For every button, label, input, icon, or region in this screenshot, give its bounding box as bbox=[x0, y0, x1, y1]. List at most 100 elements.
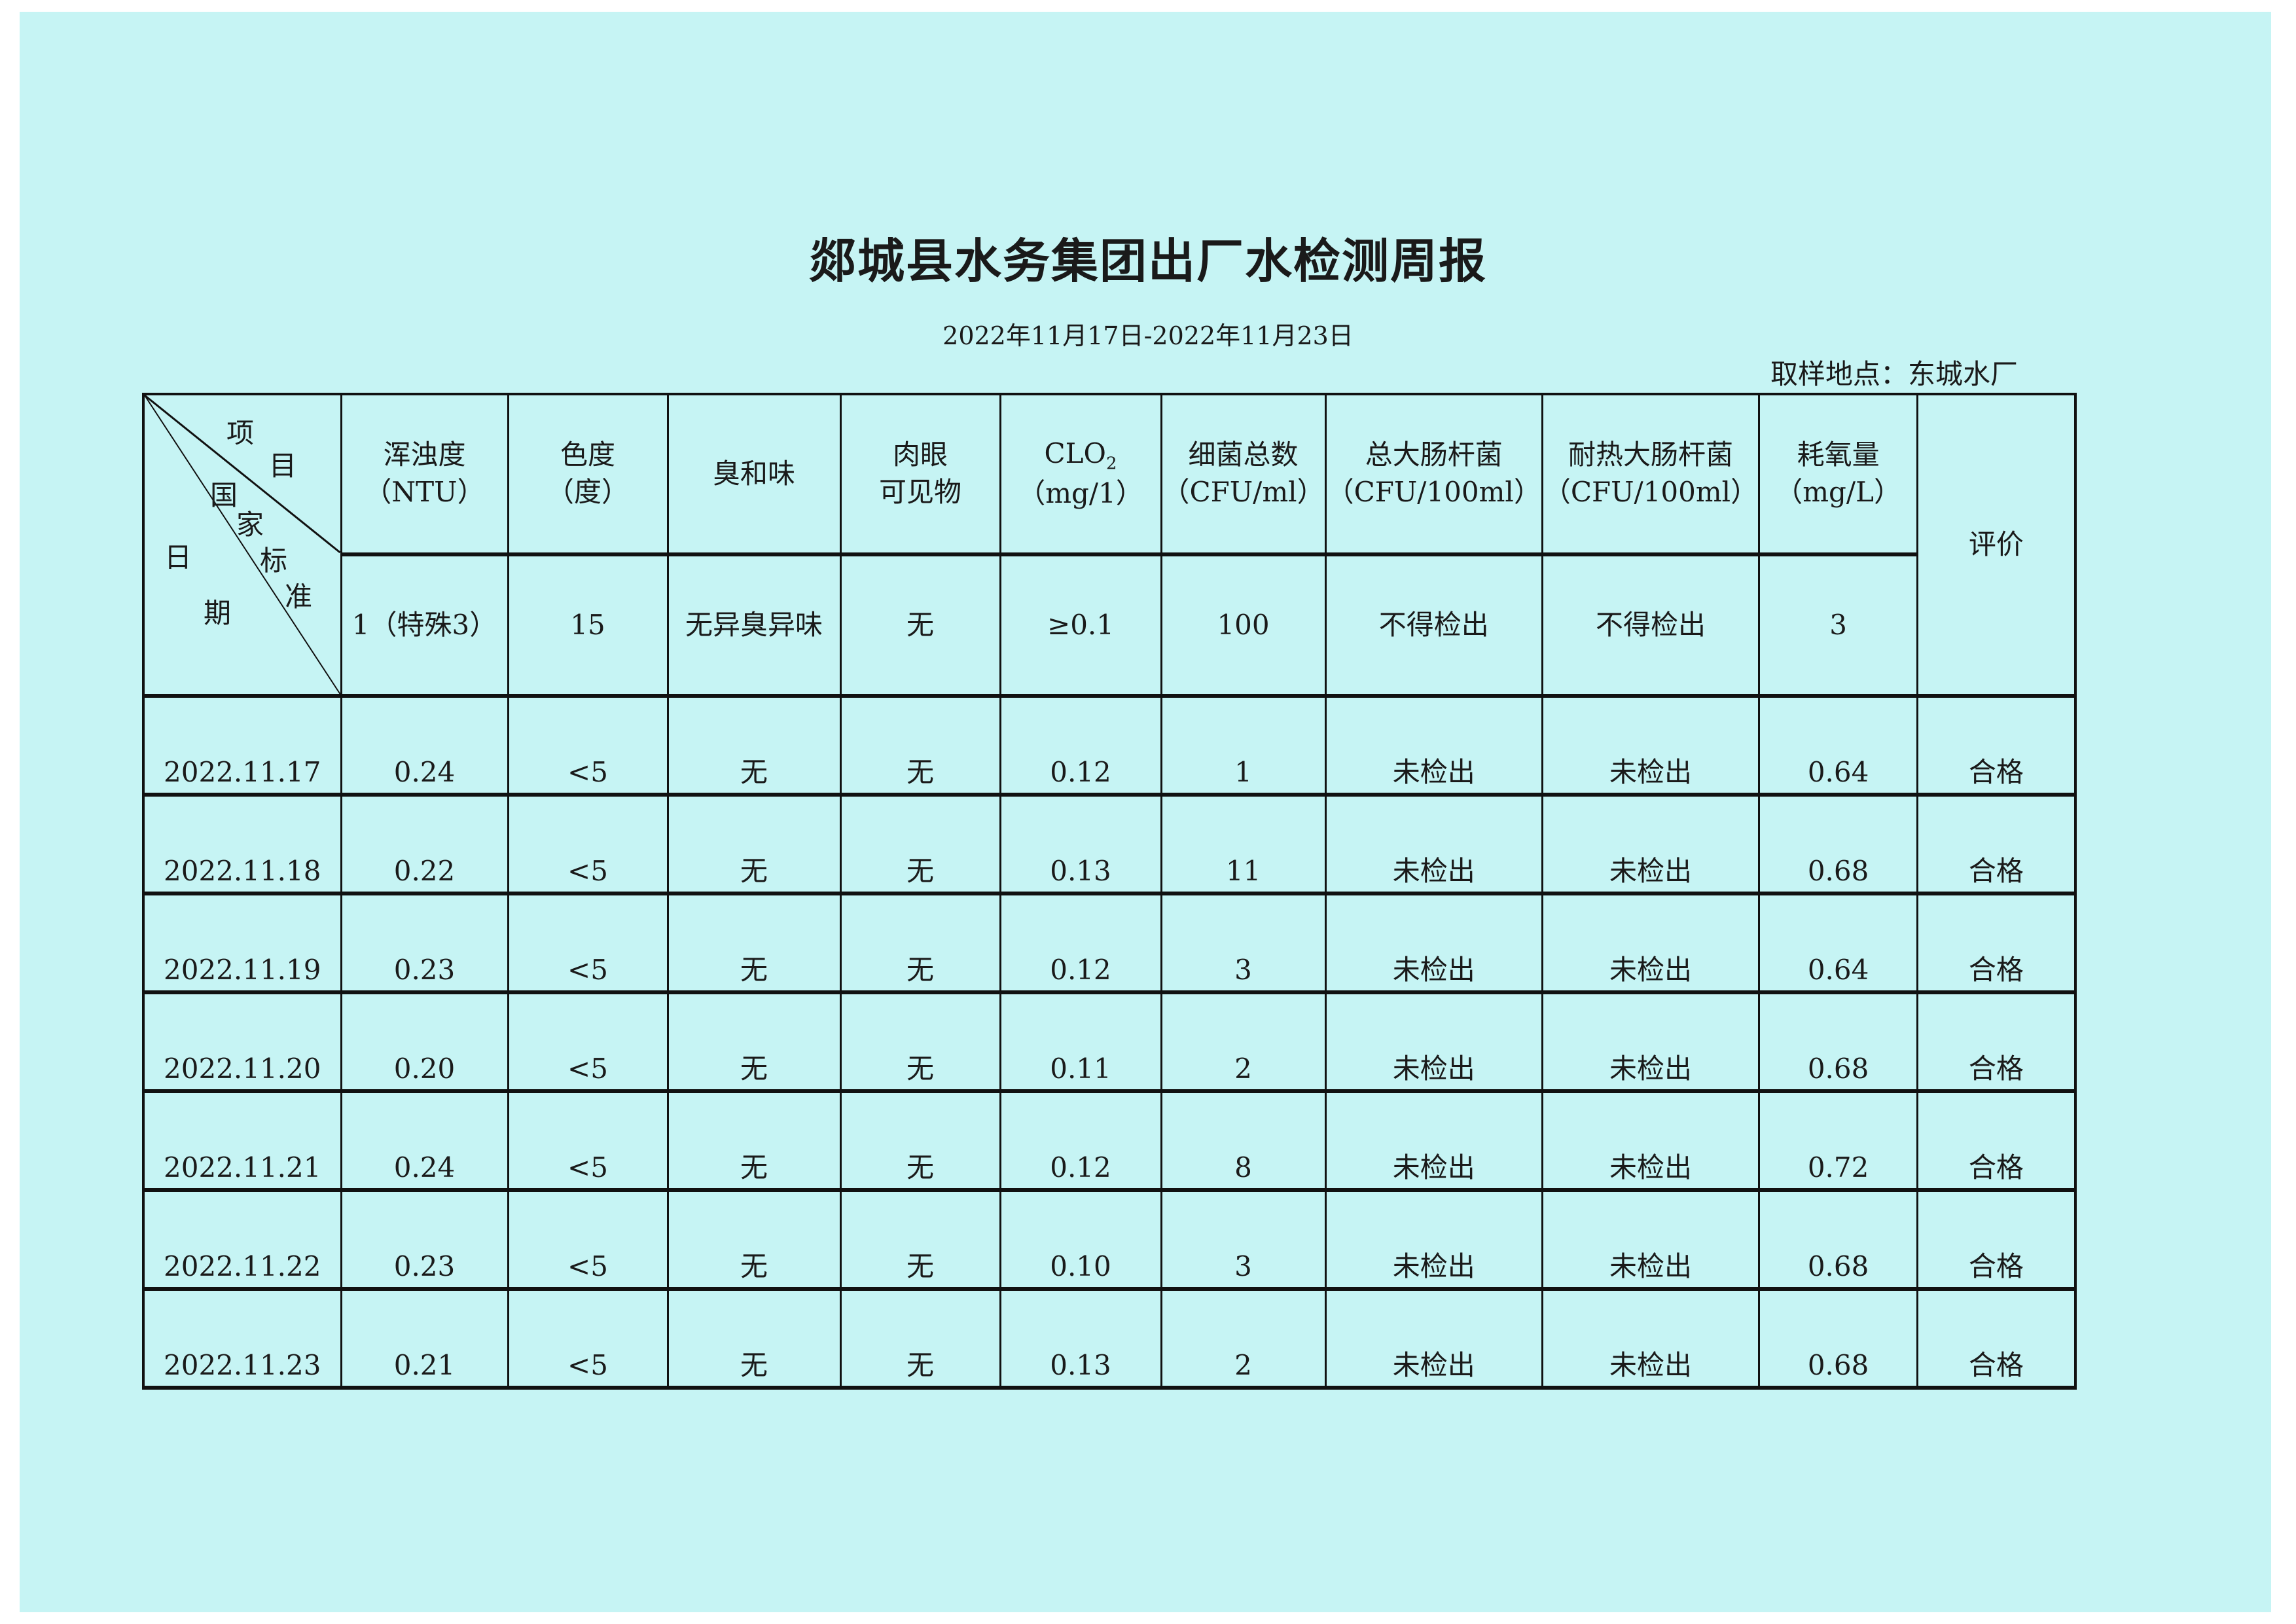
value-cell: 合格 bbox=[1916, 1090, 2077, 1192]
corner-label: 期 bbox=[204, 597, 232, 629]
value-cell: 未检出 bbox=[1541, 1189, 1761, 1291]
value-cell: 0.12 bbox=[999, 892, 1162, 994]
value-cell: 未检出 bbox=[1541, 991, 1761, 1093]
value-cell: 无 bbox=[839, 1189, 1001, 1291]
value-cell: 0.11 bbox=[999, 991, 1162, 1093]
value-cell: 0.23 bbox=[340, 892, 509, 994]
standard-value: 不得检出 bbox=[1324, 553, 1543, 698]
table-row: 2022.11.17 0.24 <5 无无 0.12 1 未检出 未检出 0.64 合格 bbox=[142, 695, 2077, 797]
value-cell: 无 bbox=[666, 991, 842, 1093]
value-cell: 0.12 bbox=[999, 695, 1162, 797]
column-header: 浑浊度 （NTU） bbox=[340, 393, 509, 556]
value-cell: 0.64 bbox=[1758, 892, 1919, 994]
date-cell: 2022.11.17 bbox=[142, 695, 342, 797]
date-cell: 2022.11.18 bbox=[142, 793, 342, 895]
corner-label: 标 bbox=[260, 545, 288, 577]
column-header: 色度 （度） bbox=[507, 393, 669, 556]
date-cell: 2022.11.20 bbox=[142, 991, 342, 1093]
value-cell: 2 bbox=[1160, 1288, 1327, 1390]
value-cell: 未检出 bbox=[1541, 892, 1761, 994]
diagonal-lines bbox=[145, 395, 340, 694]
value-cell: 0.68 bbox=[1758, 793, 1919, 895]
value-cell: 无 bbox=[839, 695, 1001, 797]
table-row: 2022.11.20 0.20 <5 无无 0.11 2 未检出 未检出 0.68 合格 bbox=[142, 991, 2077, 1093]
value-cell: 无 bbox=[666, 892, 842, 994]
table-row: 2022.11.19 0.23 <5 无无 0.12 3 未检出 未检出 0.64 合格 bbox=[142, 892, 2077, 994]
value-cell: 8 bbox=[1160, 1090, 1327, 1192]
value-cell: 无 bbox=[839, 991, 1001, 1093]
value-cell: 1 bbox=[1160, 695, 1327, 797]
value-cell: 未检出 bbox=[1541, 1090, 1761, 1192]
value-cell: <5 bbox=[507, 1189, 669, 1291]
corner-header-cell: 项 目 国 家 标 准 日 期 bbox=[142, 393, 342, 698]
standard-value: 无异臭异味 bbox=[666, 553, 842, 698]
value-cell: 0.72 bbox=[1758, 1090, 1919, 1192]
value-cell: 0.23 bbox=[340, 1189, 509, 1291]
standard-value: 1（特殊3） bbox=[340, 553, 509, 698]
corner-label: 目 bbox=[269, 450, 297, 482]
column-header: 总大肠杆菌 （CFU/100ml） bbox=[1324, 393, 1543, 556]
value-cell: 无 bbox=[666, 695, 842, 797]
value-cell: 3 bbox=[1160, 892, 1327, 994]
table-row: 2022.11.18 0.22 <5 无无 0.13 11 未检出 未检出 0.68 合格 bbox=[142, 793, 2077, 895]
value-cell: 0.21 bbox=[340, 1288, 509, 1390]
date-cell: 2022.11.23 bbox=[142, 1288, 342, 1390]
date-range: 2022年11月17日-2022年11月23日 bbox=[942, 321, 1354, 350]
value-cell: 0.10 bbox=[999, 1189, 1162, 1291]
value-cell: 未检出 bbox=[1324, 892, 1543, 994]
value-cell: 3 bbox=[1160, 1189, 1327, 1291]
value-cell: 0.13 bbox=[999, 1288, 1162, 1390]
value-cell: <5 bbox=[507, 1090, 669, 1192]
standard-value: 15 bbox=[507, 553, 669, 698]
value-cell: 0.64 bbox=[1758, 695, 1919, 797]
value-cell: <5 bbox=[507, 892, 669, 994]
date-cell: 2022.11.19 bbox=[142, 892, 342, 994]
sampling-location: 取样地点：东城水厂 bbox=[1770, 358, 2018, 390]
value-cell: 未检出 bbox=[1324, 991, 1543, 1093]
corner-label: 准 bbox=[285, 581, 313, 613]
column-header: 耗氧量 （mg/L） bbox=[1758, 393, 1919, 556]
value-cell: 合格 bbox=[1916, 991, 2077, 1093]
value-cell: 未检出 bbox=[1324, 793, 1543, 895]
value-cell: 0.68 bbox=[1758, 1189, 1919, 1291]
value-cell: 无 bbox=[839, 1090, 1001, 1192]
value-cell: 未检出 bbox=[1541, 1288, 1761, 1390]
value-cell: 无 bbox=[839, 793, 1001, 895]
column-header: 肉眼 可见物 bbox=[839, 393, 1001, 556]
value-cell: 0.24 bbox=[340, 1090, 509, 1192]
column-header: 臭和味 bbox=[666, 393, 842, 556]
value-cell: <5 bbox=[507, 793, 669, 895]
value-cell: 2 bbox=[1160, 991, 1327, 1093]
corner-label: 国 bbox=[210, 479, 238, 511]
corner-label: 日 bbox=[164, 541, 192, 573]
value-cell: 11 bbox=[1160, 793, 1327, 895]
report-title: 郯城县水务集团出厂水检测周报 bbox=[808, 233, 1487, 289]
value-cell: 未检出 bbox=[1324, 695, 1543, 797]
value-cell: 未检出 bbox=[1324, 1090, 1543, 1192]
value-cell: 0.68 bbox=[1758, 991, 1919, 1093]
value-cell: 无 bbox=[666, 793, 842, 895]
value-cell: <5 bbox=[507, 695, 669, 797]
value-cell: 0.12 bbox=[999, 1090, 1162, 1192]
table-row: 2022.11.23 0.21 <5 无无 0.13 2 未检出 未检出 0.68 合格 bbox=[142, 1288, 2077, 1390]
value-cell: 无 bbox=[666, 1189, 842, 1291]
value-cell: 未检出 bbox=[1541, 793, 1761, 895]
value-cell: 0.22 bbox=[340, 793, 509, 895]
value-cell: <5 bbox=[507, 991, 669, 1093]
value-cell: 无 bbox=[839, 1288, 1001, 1390]
table-row: 2022.11.21 0.24 <5 无无 0.12 8 未检出 未检出 0.72 合格 bbox=[142, 1090, 2077, 1192]
corner-label: 项 bbox=[226, 417, 255, 449]
standard-value: 3 bbox=[1758, 553, 1919, 698]
column-header: CLO2 （mg/1） bbox=[999, 393, 1162, 556]
value-cell: 合格 bbox=[1916, 695, 2077, 797]
value-cell: 合格 bbox=[1916, 1189, 2077, 1291]
table-row: 2022.11.22 0.23 <5 无无 0.10 3 未检出 未检出 0.68 合格 bbox=[142, 1189, 2077, 1291]
column-header: 耐热大肠杆菌 （CFU/100ml） bbox=[1541, 393, 1761, 556]
value-cell: 合格 bbox=[1916, 892, 2077, 994]
standard-value: ≥0.1 bbox=[999, 553, 1162, 698]
value-cell: <5 bbox=[507, 1288, 669, 1390]
value-cell: 合格 bbox=[1916, 1288, 2077, 1390]
value-cell: 0.24 bbox=[340, 695, 509, 797]
value-cell: 0.68 bbox=[1758, 1288, 1919, 1390]
value-cell: 0.20 bbox=[340, 991, 509, 1093]
